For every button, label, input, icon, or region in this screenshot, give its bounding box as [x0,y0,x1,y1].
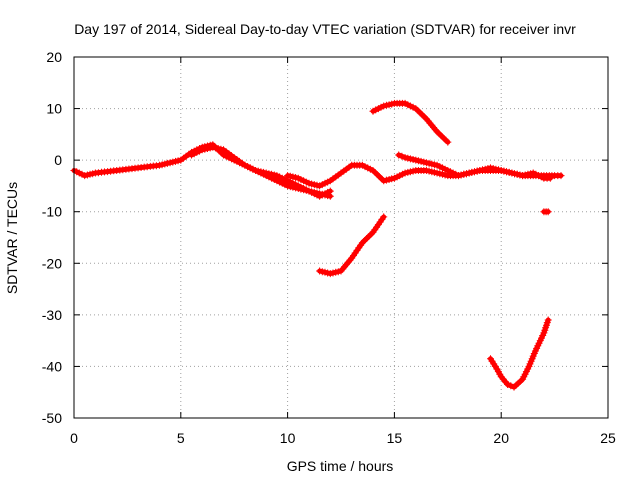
y-tick-label: 0 [54,152,62,168]
y-tick-label: 10 [46,101,62,117]
data-point [395,151,403,159]
x-tick-label: 0 [70,430,78,446]
tick-layer: 0 5 10 15 20 25 -50 -40 -30 -20 -10 0 10 20 [42,49,616,446]
plot-frame [73,56,609,419]
data-point [546,174,554,182]
data-point [444,138,452,146]
data-point [544,208,552,216]
series-layer [70,99,565,391]
x-tick-label: 15 [387,430,403,446]
data-point [398,152,406,160]
x-tick-label: 5 [177,430,185,446]
y-tick-label: -20 [42,255,62,271]
series-line [317,214,387,277]
x-axis-label: GPS time / hours [287,458,394,474]
chart-title: Day 197 of 2014, Sidereal Day-to-day VTE… [74,21,576,37]
data-point [380,213,388,221]
x-tick-label: 10 [280,430,296,446]
y-tick-label: -50 [42,410,62,426]
x-tick-label: 25 [600,430,616,446]
series-arc-2 [188,143,334,200]
y-tick-label: -30 [42,307,62,323]
data-point [504,381,512,388]
y-tick-label: -10 [42,204,62,220]
x-tick-label: 20 [493,430,509,446]
grid-layer [74,57,608,418]
data-point [507,382,515,390]
series-arc-6 [316,213,388,278]
series-arc-8 [540,208,552,216]
y-tick-label: 20 [46,49,62,65]
data-point [326,192,334,200]
series-arc-7 [487,316,552,391]
y-axis-label: SDTVAR / TECUs [4,182,20,294]
series-arc-4 [395,151,554,182]
series-arc-5 [369,99,452,146]
data-point [544,316,552,324]
data-point [557,172,565,180]
y-tick-label: -40 [42,358,62,374]
